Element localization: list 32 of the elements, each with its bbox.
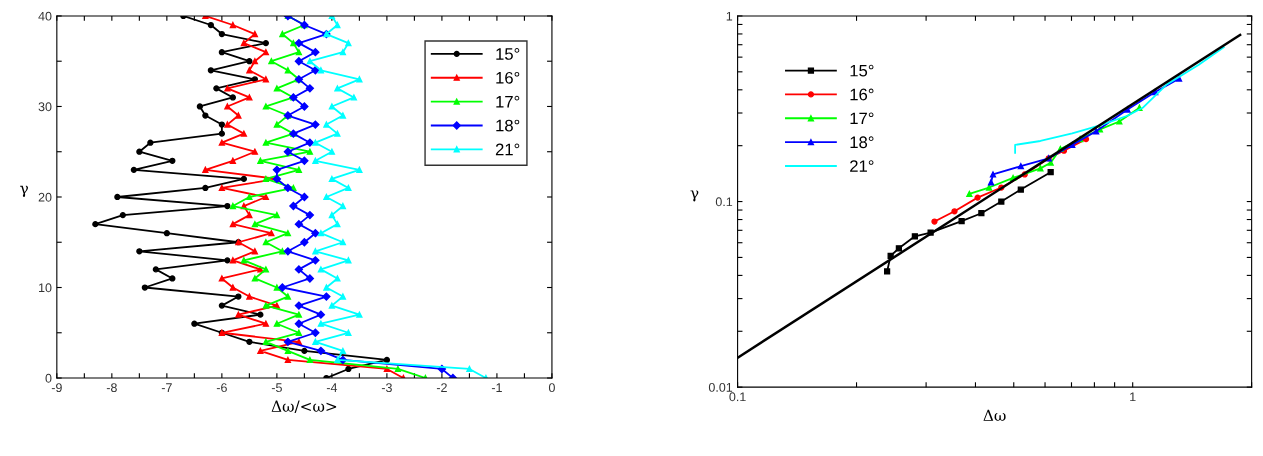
x-tick-label: -6 bbox=[216, 383, 227, 393]
y-tick-label: 0.01 bbox=[708, 382, 733, 392]
y-tick-label: 20 bbox=[38, 192, 52, 202]
y-tick-label: 30 bbox=[38, 102, 52, 112]
x-tick-label: -8 bbox=[106, 383, 117, 393]
x-tick-label: -2 bbox=[436, 383, 447, 392]
y-tick-label: 1 bbox=[726, 11, 733, 21]
legend-label: 15° bbox=[850, 64, 874, 77]
legend-label: 15° bbox=[496, 48, 520, 60]
legend-label: 16° bbox=[850, 88, 874, 101]
legend-label: 18° bbox=[496, 119, 520, 132]
y-tick-label: 40 bbox=[38, 11, 52, 21]
x-tick-label: -9 bbox=[51, 383, 62, 393]
y-tick-label: 0.1 bbox=[715, 197, 733, 207]
x-tick-label: -4 bbox=[326, 383, 338, 392]
x-tick-label: -3 bbox=[381, 383, 392, 393]
x-axis-title: Δω bbox=[983, 409, 1006, 421]
x-tick-label: -7 bbox=[161, 383, 172, 392]
legend-label: 16° bbox=[496, 71, 520, 84]
x-tick-label: 0 bbox=[548, 383, 555, 393]
x-tick-label: -5 bbox=[271, 383, 282, 393]
y-axis-title: γ bbox=[690, 190, 699, 202]
y-tick-label: 10 bbox=[39, 283, 52, 293]
legend-label: 18° bbox=[850, 136, 874, 149]
legend-label: 17° bbox=[496, 95, 520, 108]
x-axis-title: Δω/<ω> bbox=[271, 400, 337, 414]
y-tick-label: 0 bbox=[45, 373, 52, 383]
legend-label: 17° bbox=[850, 112, 874, 125]
legend-label: 21° bbox=[495, 143, 520, 156]
legend-label: 21° bbox=[850, 160, 874, 172]
x-tick-label: -1 bbox=[491, 383, 502, 392]
y-axis-title: γ bbox=[20, 185, 28, 197]
